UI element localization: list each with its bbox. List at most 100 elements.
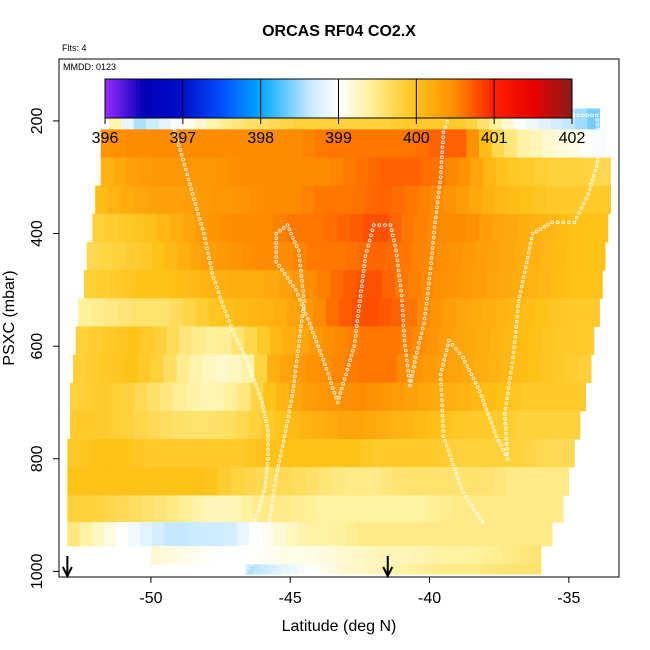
flight-track-point bbox=[412, 360, 417, 364]
colorbar-segment bbox=[128, 79, 133, 118]
flight-track-point bbox=[339, 386, 344, 391]
plot-frame bbox=[58, 58, 620, 578]
heatmap-cell bbox=[501, 546, 513, 565]
flight-track-point bbox=[276, 463, 281, 468]
colorbar-segment bbox=[264, 79, 269, 118]
flight-track-point bbox=[503, 406, 508, 411]
heatmap-cell bbox=[177, 241, 191, 271]
flight-track-point bbox=[465, 364, 470, 368]
flight-track-point bbox=[220, 300, 224, 304]
heatmap-cell bbox=[418, 467, 432, 496]
heatmap-cell bbox=[319, 354, 333, 384]
flight-track-point bbox=[454, 347, 458, 351]
flight-track-point bbox=[266, 522, 271, 527]
heatmap-cell bbox=[363, 410, 377, 440]
colorbar-segment bbox=[105, 79, 110, 118]
heatmap-cell bbox=[280, 354, 294, 384]
flight-track-point bbox=[172, 129, 177, 133]
heatmap-cell bbox=[84, 270, 98, 299]
heatmap-cell bbox=[293, 467, 306, 496]
flight-track-point bbox=[264, 470, 269, 475]
flight-track-point bbox=[509, 365, 514, 370]
heatmap-cell bbox=[500, 354, 514, 384]
flight-track-point bbox=[362, 259, 367, 263]
colorbar-segment bbox=[392, 79, 398, 118]
heatmap-cell bbox=[151, 241, 165, 271]
heatmap-cell bbox=[189, 546, 201, 565]
heatmap-cell bbox=[181, 439, 195, 468]
flight-track-point bbox=[410, 369, 415, 374]
heatmap-cell bbox=[375, 213, 390, 243]
heatmap-cell bbox=[415, 129, 429, 158]
heatmap-cell bbox=[159, 410, 173, 440]
heatmap-cell bbox=[578, 354, 592, 384]
heatmap-cell bbox=[230, 467, 244, 496]
flight-track-point bbox=[503, 452, 508, 457]
colorbar-segment bbox=[490, 79, 495, 118]
x-tick-label: -45 bbox=[279, 590, 302, 607]
heatmap-cell bbox=[464, 326, 478, 355]
heatmap-cell bbox=[565, 354, 579, 384]
flight-track-point bbox=[342, 377, 347, 381]
flight-track-point bbox=[193, 202, 198, 206]
heatmap-cell bbox=[483, 157, 497, 187]
colorbar-segment bbox=[544, 79, 550, 118]
flight-track-point bbox=[389, 228, 394, 233]
flight-track-point bbox=[436, 190, 441, 195]
heatmap-cell bbox=[439, 495, 453, 523]
heatmap-cell bbox=[195, 298, 210, 327]
heatmap-cell bbox=[264, 129, 278, 158]
heatmap-cell bbox=[192, 326, 206, 355]
heatmap-cell bbox=[226, 270, 240, 299]
heatmap-cell bbox=[393, 467, 407, 496]
heatmap-cell bbox=[467, 522, 480, 547]
heatmap-cell bbox=[385, 564, 394, 575]
heatmap-cell bbox=[534, 382, 548, 412]
heatmap-cell bbox=[130, 467, 143, 496]
flight-track-point bbox=[171, 124, 176, 128]
heatmap-cell bbox=[250, 382, 264, 412]
heatmap-cell bbox=[586, 298, 600, 327]
heatmap-cell bbox=[228, 546, 240, 565]
heatmap-cell bbox=[218, 326, 232, 355]
heatmap-cell bbox=[277, 129, 291, 158]
flight-track-point bbox=[477, 389, 482, 394]
heatmap-cell bbox=[241, 157, 255, 187]
flight-track-point bbox=[170, 119, 174, 123]
flight-track-point bbox=[235, 337, 239, 342]
heatmap-cell bbox=[419, 157, 433, 187]
flight-track-point bbox=[204, 241, 208, 246]
flight-track-point bbox=[296, 248, 301, 253]
flight-track-point bbox=[186, 177, 191, 182]
flight-track-point bbox=[446, 343, 450, 348]
colorbar-segment bbox=[447, 79, 452, 118]
heatmap-cell bbox=[108, 410, 122, 440]
flight-track-point bbox=[329, 381, 334, 386]
heatmap-cell bbox=[459, 270, 474, 299]
heatmap-cell bbox=[405, 382, 419, 412]
flight-track-point bbox=[439, 387, 444, 392]
heatmap-cell bbox=[489, 564, 498, 575]
heatmap-cell bbox=[540, 522, 553, 547]
heatmap-cell bbox=[435, 354, 450, 384]
colorbar-segment bbox=[420, 79, 425, 118]
flight-track-point bbox=[469, 503, 474, 508]
flight-track-point bbox=[341, 381, 346, 386]
y-tick-label: 1000 bbox=[29, 553, 46, 589]
heatmap-cell bbox=[289, 129, 303, 158]
colorbar-segment bbox=[241, 79, 246, 118]
heatmap-cell bbox=[513, 495, 527, 523]
flight-track-point bbox=[519, 284, 524, 289]
heatmap-cell bbox=[176, 354, 190, 384]
heatmap-cell bbox=[350, 410, 364, 440]
flight-track-point bbox=[441, 140, 445, 145]
flight-track-point bbox=[246, 565, 251, 570]
flight-track-point bbox=[398, 283, 403, 288]
flight-track-point bbox=[404, 353, 409, 358]
flight-track-point bbox=[422, 321, 426, 326]
flight-track-point bbox=[291, 283, 295, 288]
flight-track-point bbox=[494, 434, 499, 439]
flight-track-point bbox=[506, 386, 511, 390]
heatmap-cell bbox=[559, 185, 573, 215]
flight-track-point bbox=[282, 434, 287, 439]
